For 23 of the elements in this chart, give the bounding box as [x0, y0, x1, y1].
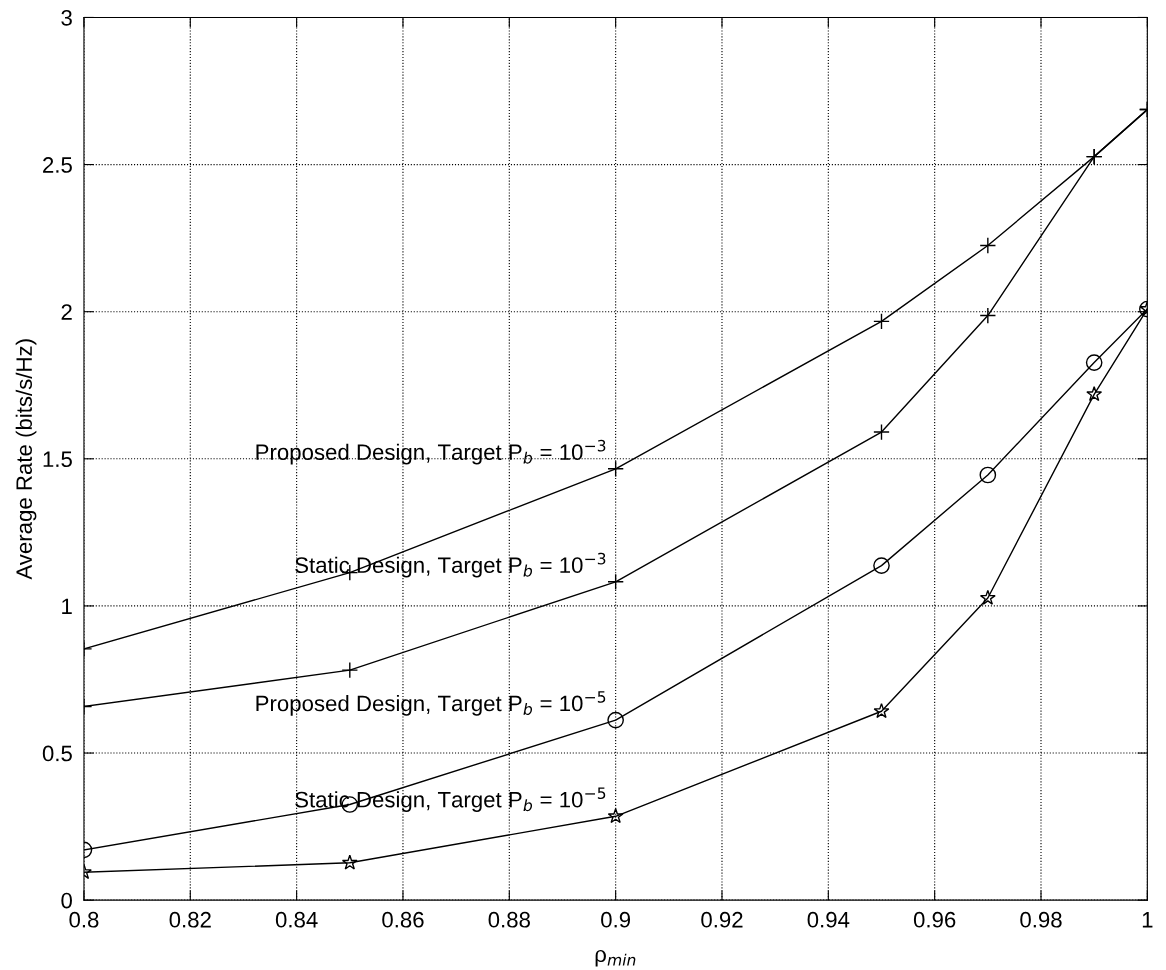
- y-tick-label: 0.5: [42, 745, 72, 762]
- series-label: Static Design, Target P$_{b}$ = 10$^{−3}$: [295, 552, 606, 578]
- y-tick-label: 1.5: [43, 451, 72, 468]
- x-tick-label: 0.9: [601, 911, 631, 928]
- series-label: Proposed Design, Target P$_{b}$ = 10$^{−3}$: [256, 439, 606, 465]
- y-tick-label: 1: [62, 598, 72, 614]
- series-label: Proposed Design, Target P$_{b}$ = 10$^{−5}$: [256, 691, 606, 716]
- y-tick-label: 0: [61, 892, 72, 909]
- y-tick-label: 2: [61, 304, 72, 320]
- x-tick-label: 0.88: [488, 911, 530, 928]
- x-tick-label: 0.96: [913, 911, 956, 928]
- x-tick-label: 0.8: [69, 911, 99, 928]
- y-tick-label: 3: [61, 9, 72, 26]
- x-tick-label: 0.82: [169, 911, 211, 928]
- x-tick-label: 0.86: [382, 911, 424, 928]
- y-tick-label: 2.5: [43, 157, 72, 173]
- x-tick-label: 0.98: [1020, 911, 1062, 928]
- x-tick-label: 0.92: [701, 911, 743, 928]
- x-tick-label: 1: [1142, 912, 1153, 928]
- x-tick-label: 0.84: [275, 911, 318, 928]
- x-tick-label: 0.94: [807, 911, 850, 928]
- x-axis-title: ρ$_{min}$: [595, 949, 636, 967]
- y-axis-title: Average Rate (bits/s/Hz): [15, 339, 37, 580]
